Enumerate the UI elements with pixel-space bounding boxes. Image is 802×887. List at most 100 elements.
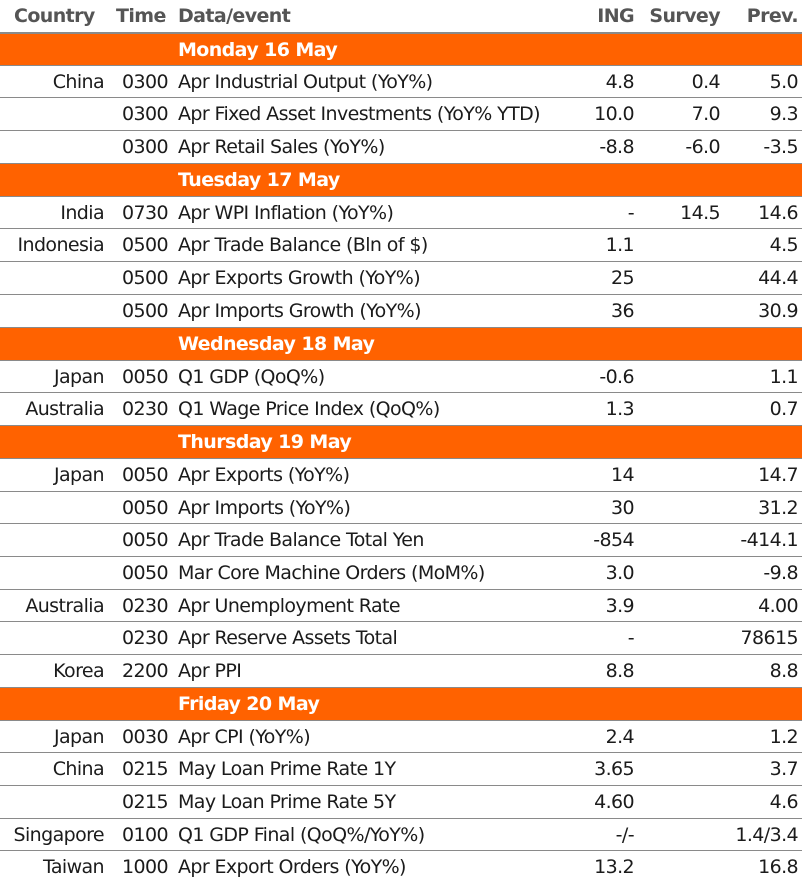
cell-event: Apr Reserve Assets Total — [178, 627, 398, 650]
cell-country: Taiwan — [42, 856, 105, 879]
cell-time: 0030 — [122, 725, 169, 748]
cell-event: May Loan Prime Rate 5Y — [178, 791, 396, 814]
cell-event: Q1 GDP Final (QoQ%/YoY%) — [178, 823, 425, 846]
cell-event: Apr Retail Sales (YoY%) — [178, 136, 385, 159]
header-ing: ING — [597, 5, 634, 27]
table-row: 0050 Apr Trade Balance Total Yen -854 -414.… — [0, 524, 802, 557]
cell-country: Indonesia — [17, 234, 105, 257]
header-prev: Prev. — [746, 5, 799, 27]
cell-event: Apr PPI — [178, 660, 242, 682]
cell-country: Japan — [54, 365, 105, 388]
day-label: Thursday 19 May — [178, 430, 352, 453]
cell-prev: 14.6 — [758, 201, 799, 224]
cell-prev: 16.8 — [758, 856, 799, 879]
cell-ing: 4.60 — [594, 791, 635, 814]
cell-country: Japan — [54, 725, 105, 748]
table-header: Country Time Data/event ING Survey Prev. — [0, 0, 802, 33]
cell-ing: 13.2 — [594, 856, 635, 879]
cell-prev: -3.5 — [763, 136, 798, 159]
cell-prev: -414.1 — [740, 529, 798, 552]
cell-prev: 4.5 — [769, 234, 799, 257]
table-row: India 0730 Apr WPI Inflation (YoY%) - 14.5 14… — [0, 197, 802, 230]
table-row: 0050 Mar Core Machine Orders (MoM%) 3.0 -9.… — [0, 557, 802, 590]
table-row: Taiwan 1000 Apr Export Orders (YoY%) 13.2 16… — [0, 851, 802, 884]
cell-ing: 3.9 — [605, 594, 635, 617]
cell-country: China — [52, 758, 105, 781]
cell-event: Mar Core Machine Orders (MoM%) — [178, 561, 485, 584]
table-row: China 0215 May Loan Prime Rate 1Y 3.65 3.7 — [0, 753, 802, 787]
day-label: Tuesday 17 May — [178, 168, 340, 191]
cell-time: 0050 — [122, 365, 169, 388]
table-row: 0215 May Loan Prime Rate 5Y 4.60 4.6 — [0, 786, 802, 819]
cell-prev: 4.00 — [758, 594, 799, 617]
cell-survey: -6.0 — [685, 136, 720, 159]
cell-prev: 44.4 — [758, 267, 799, 290]
cell-ing: -0.6 — [599, 365, 634, 388]
table-row: Japan 0050 Apr Exports (YoY%) 14 14.7 — [0, 459, 802, 492]
cell-event: Apr Unemployment Rate — [178, 594, 401, 617]
cell-event: Apr Fixed Asset Investments (YoY% YTD) — [178, 103, 541, 126]
cell-event: May Loan Prime Rate 1Y — [178, 758, 396, 781]
cell-event: Apr Industrial Output (YoY%) — [178, 70, 433, 93]
cell-event: Q1 GDP (QoQ%) — [178, 365, 325, 388]
cell-ing: -8.8 — [599, 136, 634, 159]
day-band: Wednesday 18 May — [0, 327, 802, 361]
header-country: Country — [14, 5, 95, 27]
table-row: Korea 2200 Apr PPI 8.8 8.8 — [0, 655, 802, 688]
cell-ing: 2.4 — [605, 725, 635, 748]
cell-country: China — [52, 70, 105, 93]
cell-event: Apr CPI (YoY%) — [178, 725, 311, 748]
cell-time: 0500 — [122, 267, 169, 290]
cell-ing: -854 — [593, 529, 634, 552]
cell-ing: 30 — [611, 496, 635, 519]
cell-prev: 8.8 — [769, 660, 799, 682]
cell-time: 0500 — [122, 299, 169, 322]
day-band: Friday 20 May — [0, 687, 802, 721]
cell-prev: 4.6 — [769, 791, 799, 814]
day-label: Monday 16 May — [178, 38, 338, 61]
cell-event: Apr Exports (YoY%) — [178, 463, 350, 486]
cell-prev: 78615 — [740, 627, 799, 650]
cell-country: Australia — [25, 594, 104, 617]
cell-country: India — [60, 201, 104, 224]
cell-survey: 7.0 — [691, 103, 721, 126]
cell-time: 0300 — [122, 103, 169, 126]
cell-event: Apr Export Orders (YoY%) — [178, 856, 406, 879]
cell-prev: 0.7 — [769, 398, 799, 421]
cell-time: 0230 — [122, 594, 169, 617]
cell-ing: 4.8 — [605, 70, 635, 93]
cell-prev: 1.2 — [769, 725, 799, 748]
cell-event: Q1 Wage Price Index (QoQ%) — [178, 398, 440, 421]
table-row: 0500 Apr Exports Growth (YoY%) 25 44.4 — [0, 262, 802, 295]
table-row: Japan 0050 Q1 GDP (QoQ%) -0.6 1.1 — [0, 361, 802, 394]
cell-event: Apr Imports (YoY%) — [178, 496, 351, 519]
cell-time: 0500 — [122, 234, 169, 257]
cell-time: 1000 — [122, 856, 169, 879]
cell-event: Apr Imports Growth (YoY%) — [178, 299, 422, 322]
cell-ing: 1.3 — [605, 398, 635, 421]
table-row: Indonesia 0500 Apr Trade Balance (Bln of $… — [0, 229, 802, 263]
cell-prev: -9.8 — [763, 561, 798, 584]
day-label: Wednesday 18 May — [178, 332, 375, 355]
header-event: Data/event — [178, 5, 291, 27]
day-band: Thursday 19 May — [0, 425, 802, 459]
cell-ing: 8.8 — [605, 660, 635, 682]
table-row: 0230 Apr Reserve Assets Total - 78615 — [0, 622, 802, 655]
cell-time: 0050 — [122, 529, 169, 552]
cell-event: Apr WPI Inflation (YoY%) — [178, 201, 394, 224]
cell-time: 0050 — [122, 561, 169, 584]
cell-country: Singapore — [13, 823, 105, 846]
cell-ing: 3.0 — [605, 561, 635, 584]
header-time: Time — [116, 5, 166, 27]
cell-prev: 31.2 — [758, 496, 799, 519]
day-label: Friday 20 May — [178, 692, 320, 715]
table-row: 0300 Apr Retail Sales (YoY%) -8.8 -6.0 -3.5 — [0, 131, 802, 164]
day-band: Tuesday 17 May — [0, 163, 802, 197]
header-survey: Survey — [649, 5, 720, 27]
cell-prev: 30.9 — [758, 299, 799, 322]
table-row: 0300 Apr Fixed Asset Investments (YoY% YT… — [0, 98, 802, 132]
cell-time: 0300 — [122, 70, 169, 93]
cell-time: 0230 — [122, 627, 169, 650]
cell-event: Apr Trade Balance (Bln of $) — [178, 234, 428, 257]
